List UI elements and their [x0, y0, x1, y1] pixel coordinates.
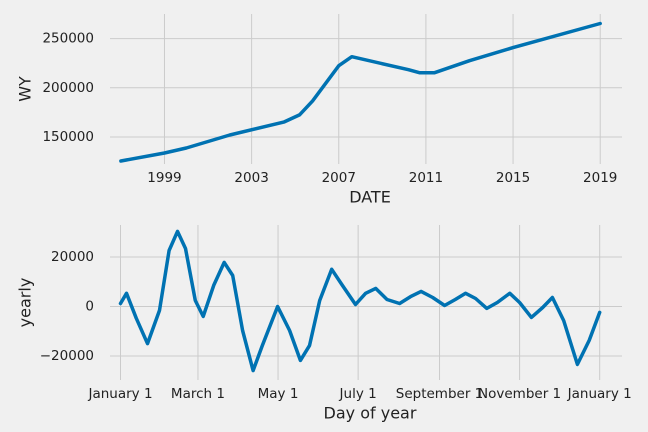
- x-tick-label: 2011: [409, 170, 443, 186]
- y-tick-label: 20000: [51, 249, 94, 265]
- x-tick-label: March 1: [171, 386, 225, 402]
- x-tick-label: 1999: [147, 170, 181, 186]
- data-line: [119, 21, 602, 163]
- x-tick-label: 2015: [496, 170, 530, 186]
- x-tick-label: July 1: [339, 386, 377, 402]
- x-axis-label: DATE: [349, 188, 391, 207]
- y-axis-label: yearly: [16, 278, 35, 328]
- x-tick-label: January 1: [87, 386, 152, 402]
- x-tick-label: 2003: [234, 170, 268, 186]
- data-line: [118, 229, 602, 373]
- x-tick-label: May 1: [258, 386, 299, 402]
- y-axis-label: WY: [16, 76, 35, 102]
- x-tick-label: November 1: [478, 386, 561, 402]
- y-tick-label: 150000: [42, 129, 94, 145]
- y-tick-label: 0: [85, 298, 94, 314]
- x-axis-label: Day of year: [324, 404, 417, 423]
- y-tick-label: −20000: [40, 348, 94, 364]
- x-tick-label: January 1: [567, 386, 632, 402]
- x-tick-label: 2007: [322, 170, 356, 186]
- x-tick-label: September 1: [396, 386, 484, 402]
- y-tick-label: 200000: [42, 80, 94, 96]
- x-tick-label: 2019: [583, 170, 617, 186]
- y-tick-label: 250000: [42, 31, 94, 47]
